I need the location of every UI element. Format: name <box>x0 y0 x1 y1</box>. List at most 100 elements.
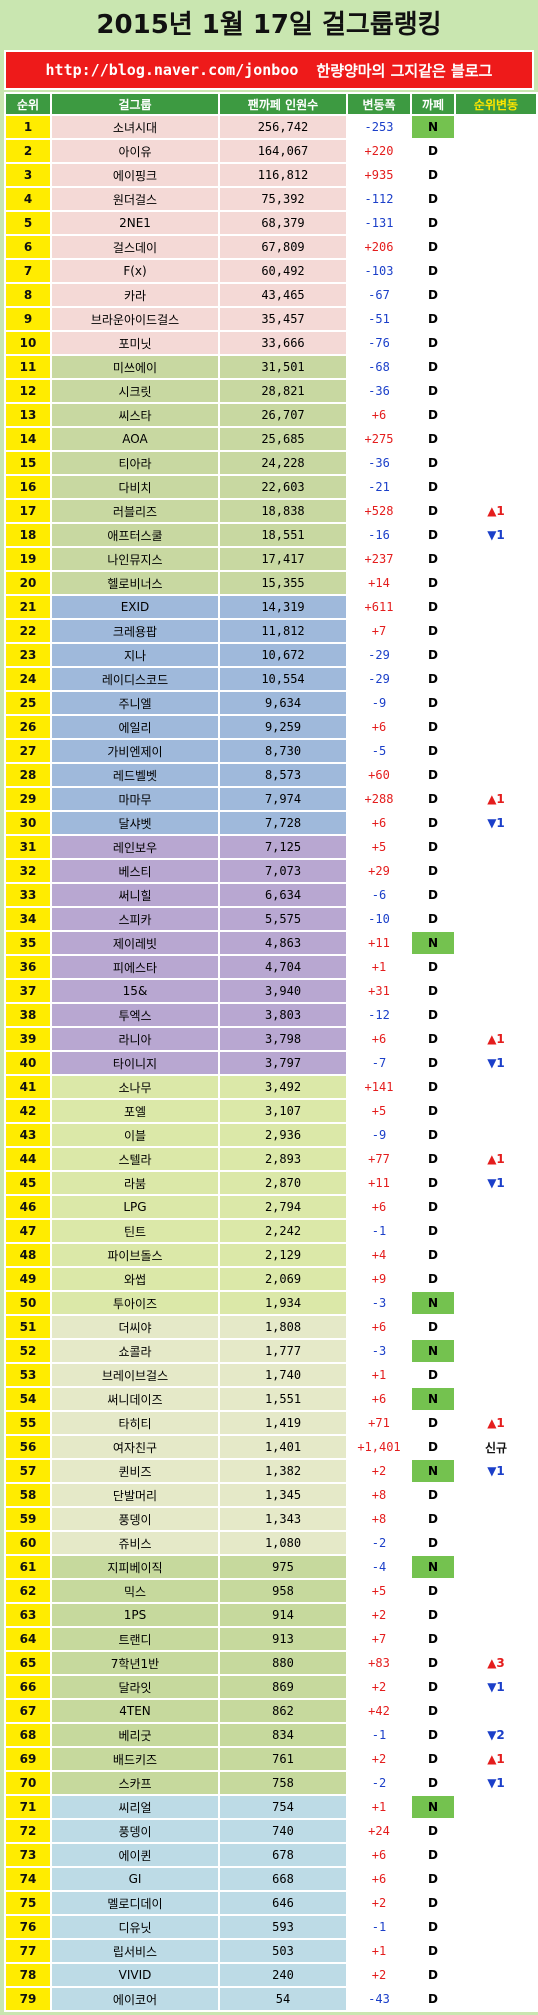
table-row: 73 에이퀸 678 +6 D <box>4 1842 538 1868</box>
fan-count-cell: 8,730 <box>218 738 348 764</box>
fan-count-cell: 17,417 <box>218 546 348 572</box>
group-name-cell: 아이유 <box>50 138 220 164</box>
rank-change-cell <box>454 1314 538 1340</box>
blog-url[interactable]: http://blog.naver.com/jonboo <box>45 61 299 79</box>
cafe-status-cell: D <box>410 522 456 548</box>
rank-cell: 15 <box>4 450 52 476</box>
group-name-cell: 피에스타 <box>50 954 220 980</box>
rank-change-cell <box>454 1842 538 1868</box>
rank-change-cell <box>454 1122 538 1148</box>
group-name-cell: F(x) <box>50 258 220 284</box>
delta-cell: -4 <box>346 1554 412 1580</box>
group-name-cell: 투엑스 <box>50 1002 220 1028</box>
delta-cell: +14 <box>346 570 412 596</box>
cafe-status-cell: D <box>410 1962 456 1988</box>
blog-banner[interactable]: http://blog.naver.com/jonboo 한량양마의 그지같은 … <box>4 50 534 90</box>
table-row: 1 소녀시대 256,742 -253 N <box>4 114 538 140</box>
rank-change-cell: ▲1 <box>454 498 538 524</box>
rank-change-cell <box>454 306 538 332</box>
cafe-status-cell: D <box>410 1746 456 1772</box>
fan-count-cell: 2,893 <box>218 1146 348 1172</box>
rank-cell: 72 <box>4 1818 52 1844</box>
rank-cell: 29 <box>4 786 52 812</box>
group-name-cell: 달샤벳 <box>50 810 220 836</box>
group-name-cell: 에이퀸 <box>50 1842 220 1868</box>
fan-count-cell: 14,319 <box>218 594 348 620</box>
header-fans: 팬까페 인원수 <box>218 92 348 116</box>
delta-cell: +42 <box>346 1698 412 1724</box>
group-name-cell: 크레용팝 <box>50 618 220 644</box>
group-name-cell: 풍뎅이 <box>50 1818 220 1844</box>
delta-cell: +6 <box>346 1866 412 1892</box>
delta-cell: +31 <box>346 978 412 1004</box>
cafe-status-cell: D <box>410 906 456 932</box>
delta-cell: +528 <box>346 498 412 524</box>
group-name-cell: 라니아 <box>50 1026 220 1052</box>
delta-cell: -10 <box>346 906 412 932</box>
rank-cell: 65 <box>4 1650 52 1676</box>
rank-cell: 23 <box>4 642 52 668</box>
delta-cell: +7 <box>346 1626 412 1652</box>
rank-cell: 32 <box>4 858 52 884</box>
rank-change-cell: ▼1 <box>454 1674 538 1700</box>
rank-change-cell <box>454 426 538 452</box>
rank-change-cell <box>454 450 538 476</box>
rank-change-cell: ▼1 <box>454 1170 538 1196</box>
group-name-cell: 트랜디 <box>50 1626 220 1652</box>
group-name-cell: 에이코어 <box>50 1986 220 2012</box>
group-name-cell: VIVID <box>50 1962 220 1988</box>
group-name-cell: 포미닛 <box>50 330 220 356</box>
delta-cell: -131 <box>346 210 412 236</box>
rank-change-cell <box>454 138 538 164</box>
rank-cell: 19 <box>4 546 52 572</box>
table-row: 22 크레용팝 11,812 +7 D <box>4 618 538 644</box>
table-row: 38 투엑스 3,803 -12 D <box>4 1002 538 1028</box>
cafe-status-cell: D <box>410 762 456 788</box>
rank-change-cell <box>454 1818 538 1844</box>
cafe-status-cell: D <box>410 258 456 284</box>
fan-count-cell: 7,125 <box>218 834 348 860</box>
fan-count-cell: 3,797 <box>218 1050 348 1076</box>
table-row: 42 포엘 3,107 +5 D <box>4 1098 538 1124</box>
cafe-status-cell: D <box>410 1002 456 1028</box>
fan-count-cell: 593 <box>218 1914 348 1940</box>
rank-cell: 35 <box>4 930 52 956</box>
cafe-status-cell: D <box>410 642 456 668</box>
rank-cell: 20 <box>4 570 52 596</box>
cafe-status-cell: D <box>410 618 456 644</box>
rank-cell: 48 <box>4 1242 52 1268</box>
fan-count-cell: 880 <box>218 1650 348 1676</box>
rank-change-cell <box>454 1362 538 1388</box>
table-row: 19 나인뮤지스 17,417 +237 D <box>4 546 538 572</box>
delta-cell: -5 <box>346 738 412 764</box>
cafe-status-cell: D <box>410 666 456 692</box>
cafe-status-cell: D <box>410 162 456 188</box>
group-name-cell: 애프터스쿨 <box>50 522 220 548</box>
group-name-cell: 나인뮤지스 <box>50 546 220 572</box>
fan-count-cell: 869 <box>218 1674 348 1700</box>
rank-cell: 79 <box>4 1986 52 2012</box>
fan-count-cell: 24,228 <box>218 450 348 476</box>
table-row: 3 에이핑크 116,812 +935 D <box>4 162 538 188</box>
group-name-cell: 브레이브걸스 <box>50 1362 220 1388</box>
group-name-cell: 쇼콜라 <box>50 1338 220 1364</box>
rank-cell: 3 <box>4 162 52 188</box>
fan-count-cell: 9,634 <box>218 690 348 716</box>
table-row: 69 배드키즈 761 +2 D ▲1 <box>4 1746 538 1772</box>
table-row: 16 다비치 22,603 -21 D <box>4 474 538 500</box>
delta-cell: +5 <box>346 1578 412 1604</box>
fan-count-cell: 15,355 <box>218 570 348 596</box>
rank-cell: 34 <box>4 906 52 932</box>
table-row: 51 더씨야 1,808 +6 D <box>4 1314 538 1340</box>
rank-cell: 28 <box>4 762 52 788</box>
table-body: 1 소녀시대 256,742 -253 N 2 아이유 164,067 +220 D 3 에이핑크 11… <box>4 114 538 2012</box>
fan-count-cell: 7,974 <box>218 786 348 812</box>
group-name-cell: 베리굿 <box>50 1722 220 1748</box>
group-name-cell: 틴트 <box>50 1218 220 1244</box>
group-name-cell: 써니힐 <box>50 882 220 908</box>
rank-cell: 60 <box>4 1530 52 1556</box>
table-header-row: 순위 걸그룹 팬까페 인원수 변동폭 까페 순위변동 <box>4 92 538 116</box>
fan-count-cell: 1,382 <box>218 1458 348 1484</box>
delta-cell: +8 <box>346 1506 412 1532</box>
rank-cell: 55 <box>4 1410 52 1436</box>
